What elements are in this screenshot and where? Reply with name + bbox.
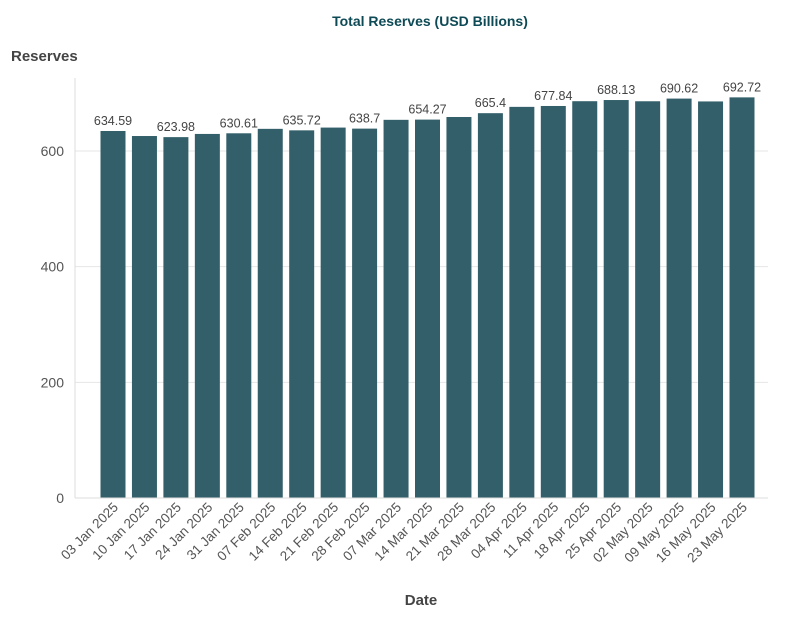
bar-data-label: 692.72 [723, 80, 761, 94]
x-axis-title: Date [405, 592, 438, 609]
bar [666, 98, 692, 498]
bar [289, 130, 315, 499]
bar-data-label: 677.84 [534, 89, 572, 103]
bar [226, 133, 252, 498]
bar [100, 130, 126, 498]
bar [603, 100, 629, 498]
data-labels: 634.59 623.98 630.61 635.72 638.7 654.27 665.4… [94, 80, 761, 134]
y-axis-ticks: 0 200 400 600 [41, 143, 65, 506]
y-tick-label: 600 [41, 143, 65, 159]
bar-data-label: 638.7 [349, 112, 380, 126]
bar [540, 105, 566, 498]
bar-data-label: 690.62 [660, 82, 698, 96]
bar-data-label: 623.98 [157, 120, 195, 134]
bar-data-label: 630.61 [220, 116, 258, 130]
bar [131, 136, 157, 498]
bar [509, 106, 535, 498]
bar [635, 101, 661, 498]
chart-title: Total Reserves (USD Billions) [332, 13, 528, 29]
bar-data-label: 634.59 [94, 114, 132, 128]
bar [352, 128, 378, 498]
bar [163, 137, 189, 498]
bar [572, 101, 598, 498]
bar [194, 133, 220, 499]
bars [100, 97, 755, 499]
bar [383, 119, 409, 499]
bar [415, 119, 440, 498]
y-axis-title: Reserves [11, 48, 78, 65]
bar-data-label: 688.13 [597, 83, 635, 97]
bar [257, 128, 283, 498]
bar [729, 97, 755, 499]
y-tick-label: 0 [56, 490, 64, 506]
bar-data-label: 654.27 [408, 103, 446, 117]
bar-data-label: 665.4 [475, 96, 506, 110]
y-tick-label: 200 [41, 374, 65, 390]
bar-data-label: 635.72 [283, 113, 321, 127]
bar [320, 127, 346, 498]
bar [477, 113, 503, 498]
bar [698, 101, 724, 499]
y-tick-label: 400 [41, 259, 65, 275]
bar [446, 116, 472, 498]
